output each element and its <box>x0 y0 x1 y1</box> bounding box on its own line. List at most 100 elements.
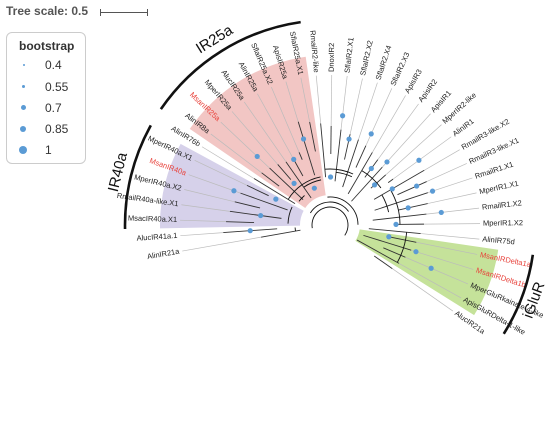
bootstrap-node <box>327 174 334 180</box>
root-branch <box>327 196 359 225</box>
internal-branch <box>390 189 401 225</box>
branch <box>309 121 316 152</box>
leaf-guide <box>271 86 303 160</box>
leaf-label: AlinIR21a <box>146 246 180 261</box>
leaf-guide <box>420 233 480 240</box>
internal-branch <box>287 176 321 200</box>
leaf-guide <box>382 113 431 168</box>
bootstrap-node <box>428 265 434 271</box>
branch <box>226 221 255 224</box>
clade-arc <box>123 124 152 230</box>
legend-label: 0.4 <box>45 58 62 72</box>
branch <box>368 228 421 235</box>
legend-marker <box>22 85 25 88</box>
leaf-guide <box>349 78 363 135</box>
branch <box>229 210 282 219</box>
leaf-guide <box>398 263 462 299</box>
branch <box>373 255 393 269</box>
bootstrap-legend: bootstrap 0.4 0.55 0.7 0.85 1 <box>6 32 86 164</box>
leaf-guide <box>201 146 255 179</box>
leaf-guide <box>365 88 393 146</box>
leaf-guide <box>182 236 262 252</box>
internal-branch <box>361 170 382 189</box>
branch <box>383 247 406 258</box>
bootstrap-node <box>254 153 260 160</box>
leaf-guide <box>358 82 378 140</box>
leaf-guide <box>194 160 248 186</box>
leaf-guide <box>385 124 442 176</box>
branch <box>320 123 327 178</box>
leaf-guide <box>405 256 469 285</box>
branch <box>285 161 312 199</box>
leaf-guide <box>416 241 478 255</box>
leaf-label: RmailR1.X2 <box>481 198 522 211</box>
leaf-label: AlinIR1 <box>451 117 476 139</box>
leaf-label: MsacIR40a.X1 <box>128 213 177 224</box>
leaf-guide <box>426 163 467 182</box>
leaf-guide <box>426 207 480 215</box>
legend-marker <box>19 146 27 154</box>
bootstrap-node <box>291 180 297 186</box>
bootstrap-node <box>438 209 444 216</box>
branch <box>342 139 359 188</box>
legend-label: 0.55 <box>45 80 69 94</box>
tree-scale-label: Tree scale: 0.5 <box>6 4 89 18</box>
leaf-label: RmailR2-like <box>308 30 321 73</box>
leaf-label: MperIR1.X2 <box>483 218 523 227</box>
bootstrap-node <box>393 221 399 227</box>
branch <box>397 181 427 196</box>
internal-branch <box>336 171 353 178</box>
leaf-guide <box>330 75 333 127</box>
branch <box>297 121 316 176</box>
bootstrap-node <box>416 157 422 163</box>
legend-label: 1 <box>45 143 52 157</box>
branch <box>269 167 304 200</box>
leaf-label: DnoxIR2 <box>327 43 336 72</box>
leaf-guide <box>220 121 270 169</box>
bootstrap-node <box>429 188 436 194</box>
branch <box>373 169 425 200</box>
bootstrap-node <box>247 228 253 234</box>
leaf-guide <box>392 268 454 312</box>
leaf-guide <box>184 189 235 203</box>
leaf-guide <box>427 192 477 204</box>
leaf-label: RmailR1.X1 <box>474 160 515 181</box>
internal-branch <box>287 206 293 224</box>
root-branch <box>311 206 349 236</box>
bootstrap-node <box>386 234 392 240</box>
leaf-label: AlinIR75d <box>482 234 515 246</box>
leaf-label: AlucIR41a.1 <box>136 231 177 243</box>
bootstrap-node <box>368 131 374 137</box>
leaf-guide <box>285 81 299 122</box>
branch <box>356 239 400 264</box>
bootstrap-node <box>300 136 307 142</box>
bootstrap-node <box>231 188 237 194</box>
legend-marker <box>21 105 26 110</box>
bootstrap-node <box>384 159 390 165</box>
bootstrap-node <box>273 196 279 202</box>
branch <box>390 236 417 243</box>
branch <box>261 172 280 187</box>
leaf-guide <box>257 93 295 161</box>
leaf-label: SflaIR2.X4 <box>374 44 394 81</box>
leaf-guide <box>300 77 310 123</box>
legend-marker <box>23 64 25 66</box>
leaf-guide <box>231 111 279 165</box>
bootstrap-node <box>258 212 264 219</box>
clade-arc <box>159 20 301 110</box>
leaf-guide <box>243 101 287 163</box>
branch <box>298 152 303 160</box>
branch <box>334 129 342 182</box>
bootstrap-node <box>405 205 411 211</box>
bootstrap-node <box>372 182 378 188</box>
branch <box>240 192 288 211</box>
internal-branch <box>381 194 390 213</box>
branch <box>398 203 428 211</box>
leaf-label: SflaIR2.X1 <box>343 37 356 74</box>
leaf-guide <box>340 75 348 130</box>
branch <box>374 192 428 211</box>
internal-branch <box>298 195 305 202</box>
leaf-guide <box>427 177 473 194</box>
leaf-guide <box>180 232 224 237</box>
branch <box>347 152 373 195</box>
